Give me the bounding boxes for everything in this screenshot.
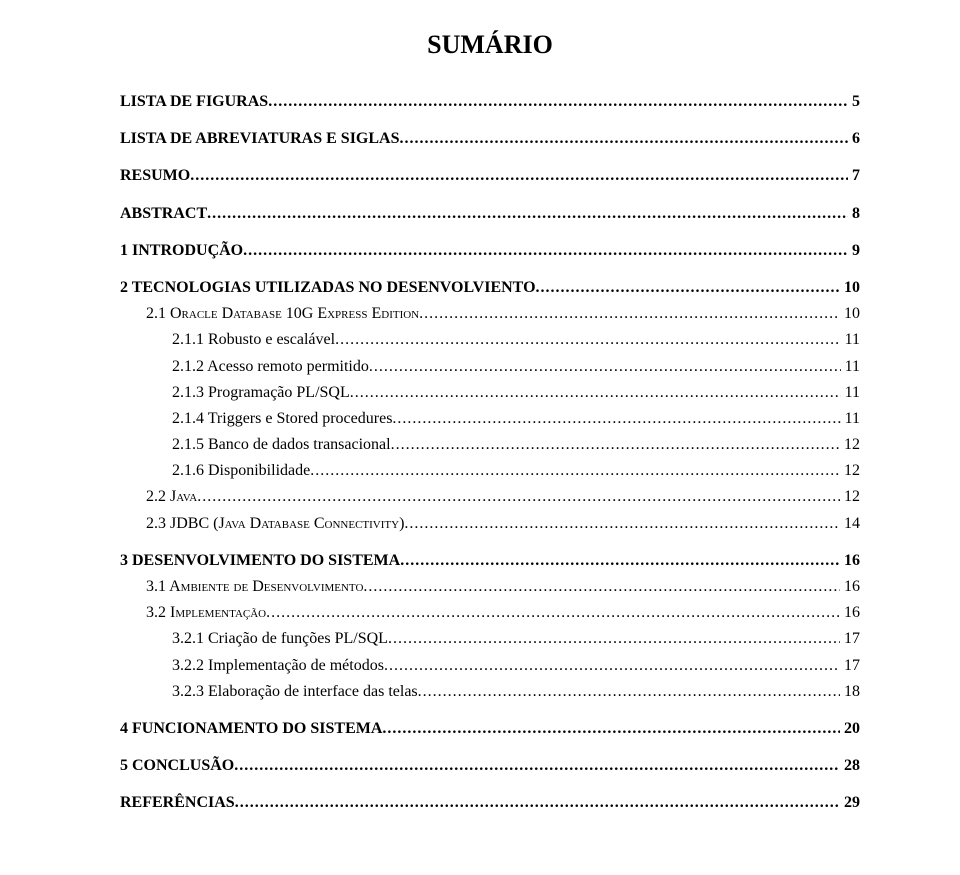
toc-dot-leader xyxy=(266,601,840,624)
toc-dot-leader xyxy=(234,754,840,777)
toc-entry: RESUMO 7 xyxy=(120,164,860,187)
toc-entry: 2.1.3 Programação PL/SQL 11 xyxy=(120,381,860,404)
toc-entry: LISTA DE FIGURAS 5 xyxy=(120,90,860,113)
toc-entry-label: LISTA DE FIGURAS xyxy=(120,90,268,113)
toc-entry: 2.3 JDBC (Java Database Connectivity) 14 xyxy=(120,512,860,535)
toc-entry: 3.2.3 Elaboração de interface das telas 1… xyxy=(120,680,860,703)
toc-entry-label: 2.3 JDBC (Java Database Connectivity) xyxy=(146,512,404,535)
toc-dot-leader xyxy=(197,485,840,508)
toc-entry-label: 4 FUNCIONAMENTO DO SISTEMA xyxy=(120,717,382,740)
toc-dot-leader xyxy=(369,355,841,378)
toc-entry: 3.2 Implementação 16 xyxy=(120,601,860,624)
toc-entry: 2 TECNOLOGIAS UTILIZADAS NO DESENVOLVIEN… xyxy=(120,276,860,299)
toc-dot-leader xyxy=(536,276,840,299)
toc-entry-page: 17 xyxy=(840,654,860,677)
toc-dot-leader xyxy=(404,512,840,535)
toc-dot-leader xyxy=(419,302,840,325)
toc-entry: LISTA DE ABREVIATURAS E SIGLAS 6 xyxy=(120,127,860,150)
toc-entry-label: 2.1.2 Acesso remoto permitido xyxy=(172,355,369,378)
toc-dot-leader xyxy=(400,127,849,150)
toc-entry-page: 14 xyxy=(840,512,860,535)
toc-entry-label: 1 INTRODUÇÃO xyxy=(120,239,243,262)
toc-entry-page: 8 xyxy=(848,202,860,225)
toc-entry-page: 11 xyxy=(841,355,860,378)
toc-entry: 3.2.1 Criação de funções PL/SQL 17 xyxy=(120,627,860,650)
toc-entry: 2.2 Java 12 xyxy=(120,485,860,508)
toc-entry-label: 2.1.3 Programação PL/SQL xyxy=(172,381,350,404)
toc-entry-page: 7 xyxy=(848,164,860,187)
toc-entry-label: 3.2 Implementação xyxy=(146,601,266,624)
toc-entry-page: 11 xyxy=(841,407,860,430)
toc-entry-page: 16 xyxy=(840,601,860,624)
toc-entry-page: 10 xyxy=(840,302,860,325)
toc-entry-page: 5 xyxy=(848,90,860,113)
toc-entry: ABSTRACT 8 xyxy=(120,202,860,225)
toc-entry-label: 2.2 Java xyxy=(146,485,197,508)
toc-entry-page: 6 xyxy=(848,127,860,150)
toc-dot-leader xyxy=(350,381,841,404)
toc-entry-label: 3.2.1 Criação de funções PL/SQL xyxy=(172,627,388,650)
toc-entry-page: 9 xyxy=(848,239,860,262)
toc-entry: 1 INTRODUÇÃO 9 xyxy=(120,239,860,262)
toc-dot-leader xyxy=(392,407,840,430)
toc-dot-leader xyxy=(207,202,848,225)
toc-entry: 5 CONCLUSÃO 28 xyxy=(120,754,860,777)
toc-entry-label: 3.2.3 Elaboração de interface das telas xyxy=(172,680,418,703)
toc-dot-leader xyxy=(190,164,848,187)
page-title: SUMÁRIO xyxy=(120,30,860,60)
toc-entry: 2.1.4 Triggers e Stored procedures 11 xyxy=(120,407,860,430)
toc-entry: 3.1 Ambiente de Desenvolvimento 16 xyxy=(120,575,860,598)
toc-entry-page: 29 xyxy=(840,791,860,814)
toc-dot-leader xyxy=(268,90,848,113)
toc-entry-label: 2.1.6 Disponibilidade xyxy=(172,459,310,482)
toc-dot-leader xyxy=(418,680,840,703)
toc-dot-leader xyxy=(243,239,848,262)
toc-entry: 2.1.1 Robusto e escalável 11 xyxy=(120,328,860,351)
toc-entry-page: 28 xyxy=(840,754,860,777)
toc-dot-leader xyxy=(400,549,840,572)
toc-entry-label: LISTA DE ABREVIATURAS E SIGLAS xyxy=(120,127,400,150)
toc-entry-page: 11 xyxy=(841,328,860,351)
toc-entry-page: 12 xyxy=(840,485,860,508)
toc-entry: 2.1 Oracle Database 10G Express Edition 1… xyxy=(120,302,860,325)
toc-entry: 3 DESENVOLVIMENTO DO SISTEMA 16 xyxy=(120,549,860,572)
toc-entry-page: 12 xyxy=(840,459,860,482)
toc-entry-label: 2.1.5 Banco de dados transacional xyxy=(172,433,391,456)
toc-dot-leader xyxy=(310,459,840,482)
toc-entry: REFERÊNCIAS 29 xyxy=(120,791,860,814)
toc-entry: 2.1.2 Acesso remoto permitido 11 xyxy=(120,355,860,378)
toc-entry-page: 11 xyxy=(841,381,860,404)
toc-entry-page: 12 xyxy=(840,433,860,456)
toc-entry: 2.1.6 Disponibilidade 12 xyxy=(120,459,860,482)
toc-entry-page: 16 xyxy=(840,575,860,598)
toc-entry-page: 17 xyxy=(840,627,860,650)
toc-entry-page: 10 xyxy=(840,276,860,299)
toc-entry: 4 FUNCIONAMENTO DO SISTEMA 20 xyxy=(120,717,860,740)
toc-dot-leader xyxy=(363,575,840,598)
toc-entry-label: RESUMO xyxy=(120,164,190,187)
toc-entry-page: 20 xyxy=(840,717,860,740)
toc-entry-label: 2.1.1 Robusto e escalável xyxy=(172,328,335,351)
toc-entry-label: 2.1 Oracle Database 10G Express Edition xyxy=(146,302,419,325)
toc-entry: 2.1.5 Banco de dados transacional 12 xyxy=(120,433,860,456)
toc-entry-label: 2.1.4 Triggers e Stored procedures xyxy=(172,407,392,430)
toc-dot-leader xyxy=(382,717,840,740)
toc-dot-leader xyxy=(335,328,841,351)
toc-entry-label: ABSTRACT xyxy=(120,202,207,225)
toc-entry-label: 3.1 Ambiente de Desenvolvimento xyxy=(146,575,363,598)
toc-dot-leader xyxy=(388,627,840,650)
toc-dot-leader xyxy=(235,791,840,814)
table-of-contents: LISTA DE FIGURAS 5 LISTA DE ABREVIATURAS E… xyxy=(120,90,860,815)
toc-entry-label: REFERÊNCIAS xyxy=(120,791,235,814)
toc-dot-leader xyxy=(391,433,840,456)
toc-entry-label: 5 CONCLUSÃO xyxy=(120,754,234,777)
toc-entry-page: 16 xyxy=(840,549,860,572)
toc-entry-page: 18 xyxy=(840,680,860,703)
toc-entry-label: 2 TECNOLOGIAS UTILIZADAS NO DESENVOLVIEN… xyxy=(120,276,536,299)
toc-entry: 3.2.2 Implementação de métodos 17 xyxy=(120,654,860,677)
toc-entry-label: 3.2.2 Implementação de métodos xyxy=(172,654,384,677)
toc-dot-leader xyxy=(384,654,840,677)
toc-entry-label: 3 DESENVOLVIMENTO DO SISTEMA xyxy=(120,549,400,572)
